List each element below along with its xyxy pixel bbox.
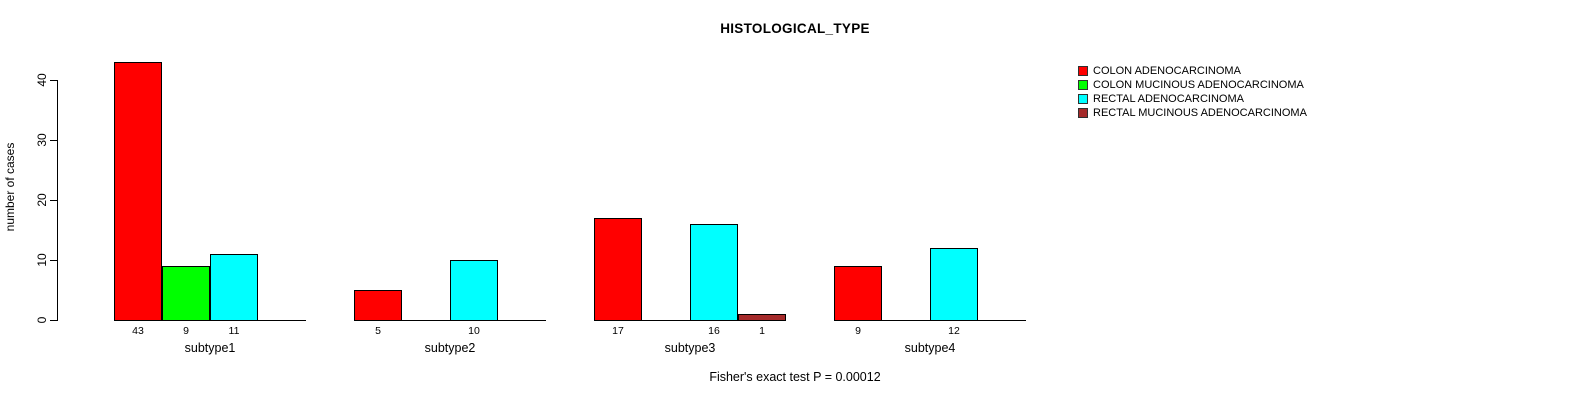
group-label: subtype4	[904, 341, 956, 355]
legend-swatch-icon	[1078, 108, 1088, 119]
bar-value-label: 10	[468, 325, 480, 337]
legend-swatch-icon	[1078, 93, 1088, 104]
bar-subtype3-1	[594, 218, 642, 321]
stat-note: Fisher's exact test P = 0.00012	[709, 370, 881, 384]
bar-subtype1-1	[114, 62, 162, 321]
legend: COLON ADENOCARCINOMA COLON MUCINOUS ADENO…	[1078, 65, 1307, 122]
bar-value-label: 43	[132, 325, 144, 337]
legend-label: COLON ADENOCARCINOMA	[1093, 64, 1241, 77]
legend-item: RECTAL MUCINOUS ADENOCARCINOMA	[1078, 107, 1307, 120]
bar-value-label: 9	[855, 325, 861, 337]
bar-subtype3-4	[738, 314, 786, 321]
bar-subtype2-3	[450, 260, 498, 321]
group-label: subtype3	[664, 341, 716, 355]
bar-value-label: 11	[228, 325, 240, 337]
y-tick-label: 10	[35, 253, 49, 267]
y-tick-label: 40	[35, 73, 49, 87]
legend-label: RECTAL MUCINOUS ADENOCARCINOMA	[1093, 107, 1307, 120]
bar-value-label: 16	[708, 325, 720, 337]
group-label: subtype1	[184, 341, 236, 355]
legend-item: COLON ADENOCARCINOMA	[1078, 64, 1307, 77]
bar-value-label: 5	[375, 325, 381, 337]
legend-swatch-icon	[1078, 65, 1088, 76]
legend-swatch-icon	[1078, 79, 1088, 90]
chart-title: HISTOLOGICAL_TYPE	[720, 21, 870, 36]
y-axis-tick	[50, 320, 57, 321]
bar-subtype4-1	[834, 266, 882, 321]
y-axis-line	[57, 80, 58, 321]
bar-subtype1-2	[162, 266, 210, 321]
bar-value-label: 1	[759, 325, 765, 337]
bar-value-label: 12	[948, 325, 960, 337]
legend-item: RECTAL ADENOCARCINOMA	[1078, 92, 1307, 105]
y-axis-tick	[50, 260, 57, 261]
legend-label: RECTAL ADENOCARCINOMA	[1093, 92, 1244, 105]
bar-value-label: 9	[183, 325, 189, 337]
y-axis-tick	[50, 140, 57, 141]
legend-item: COLON MUCINOUS ADENOCARCINOMA	[1078, 78, 1307, 91]
bar-subtype2-1	[354, 290, 402, 321]
y-axis-tick	[50, 80, 57, 81]
y-axis-tick	[50, 200, 57, 201]
bar-subtype4-3	[930, 248, 978, 321]
group-label: subtype2	[424, 341, 476, 355]
y-tick-label: 0	[35, 316, 49, 324]
bar-value-label: 17	[612, 325, 624, 337]
y-tick-label: 30	[35, 133, 49, 147]
y-tick-label: 20	[35, 193, 49, 207]
bar-subtype1-3	[210, 254, 258, 321]
bar-subtype3-3	[690, 224, 738, 321]
legend-label: COLON MUCINOUS ADENOCARCINOMA	[1093, 78, 1304, 91]
